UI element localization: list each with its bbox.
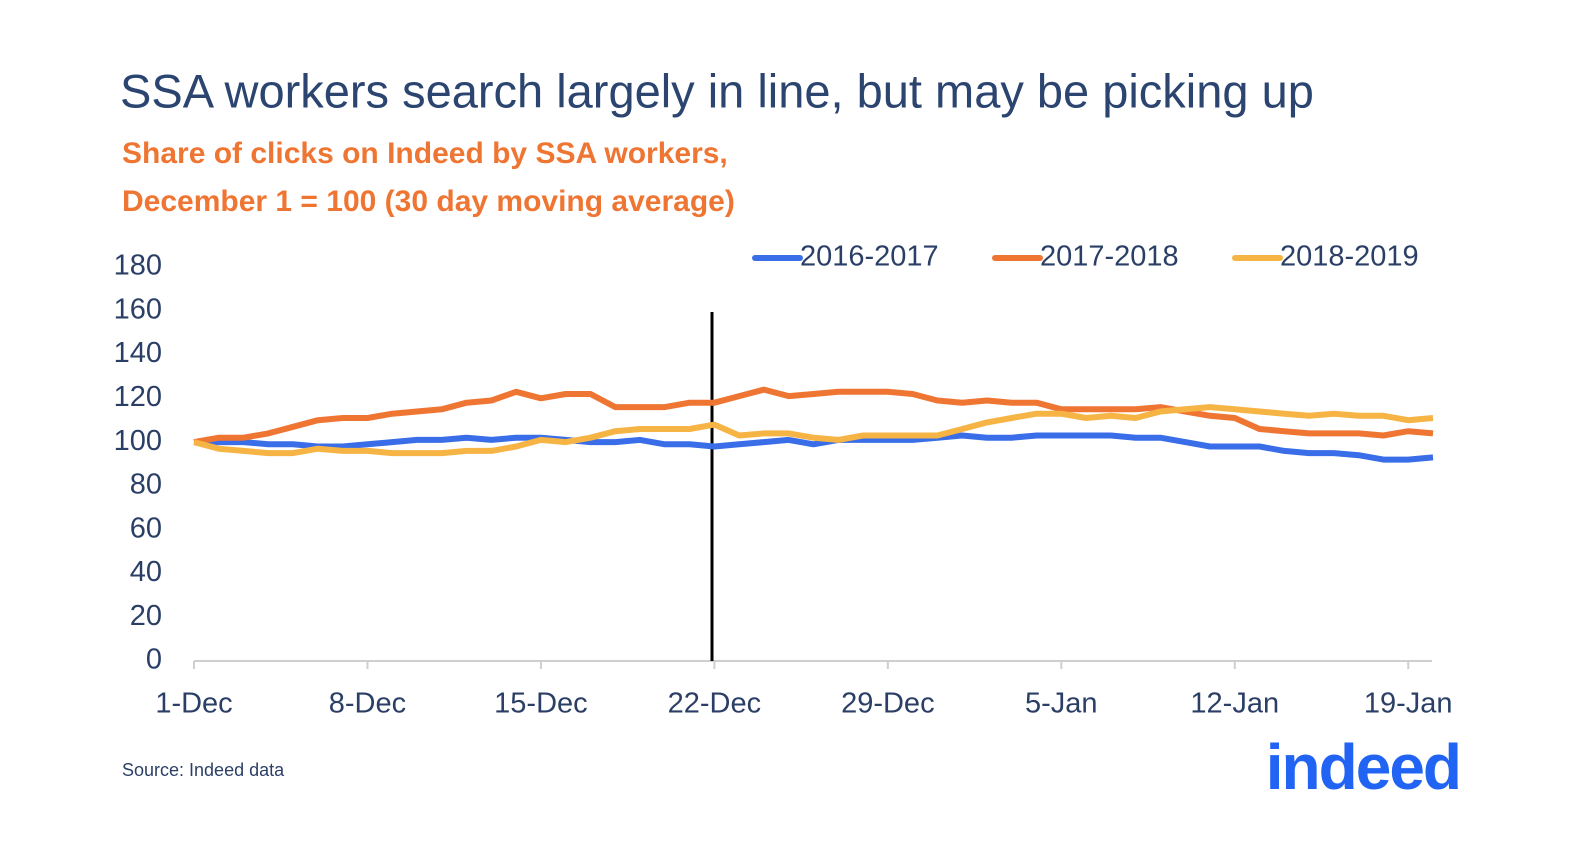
chart-subtitle: December 1 = 100 (30 day moving average) <box>122 185 735 218</box>
x-tick-label: 1-Dec <box>155 688 232 720</box>
x-tick-label: 29-Dec <box>841 688 935 720</box>
x-tick-label: 22-Dec <box>668 688 762 720</box>
chart-title: SSA workers search largely in line, but … <box>120 64 1314 117</box>
y-tick-label: 100 <box>114 425 162 457</box>
x-tick-label: 5-Jan <box>1025 688 1098 720</box>
legend-label: 2017-2018 <box>1040 241 1179 273</box>
chart-subtitle: Share of clicks on Indeed by SSA workers… <box>122 137 728 170</box>
y-tick-label: 40 <box>130 556 162 588</box>
y-tick-label: 120 <box>114 381 162 413</box>
y-tick-label: 140 <box>114 337 162 369</box>
x-tick-label: 19-Jan <box>1364 688 1453 720</box>
series-line <box>193 386 1434 446</box>
y-tick-label: 160 <box>114 293 162 325</box>
source-note: Source: Indeed data <box>122 760 285 780</box>
series-line <box>194 432 1434 463</box>
series-line <box>193 404 1434 457</box>
logo: indeed <box>1266 731 1460 803</box>
y-tick-label: 180 <box>114 250 162 282</box>
x-tick-label: 15-Dec <box>494 688 588 720</box>
y-tick-label: 20 <box>130 600 162 632</box>
x-tick-label: 8-Dec <box>329 688 406 720</box>
y-tick-label: 60 <box>130 512 162 544</box>
y-tick-label: 80 <box>130 469 162 501</box>
legend-label: 2016-2017 <box>800 241 939 273</box>
y-tick-label: 0 <box>146 644 162 676</box>
x-tick-label: 12-Jan <box>1190 688 1279 720</box>
legend-label: 2018-2019 <box>1280 241 1419 273</box>
